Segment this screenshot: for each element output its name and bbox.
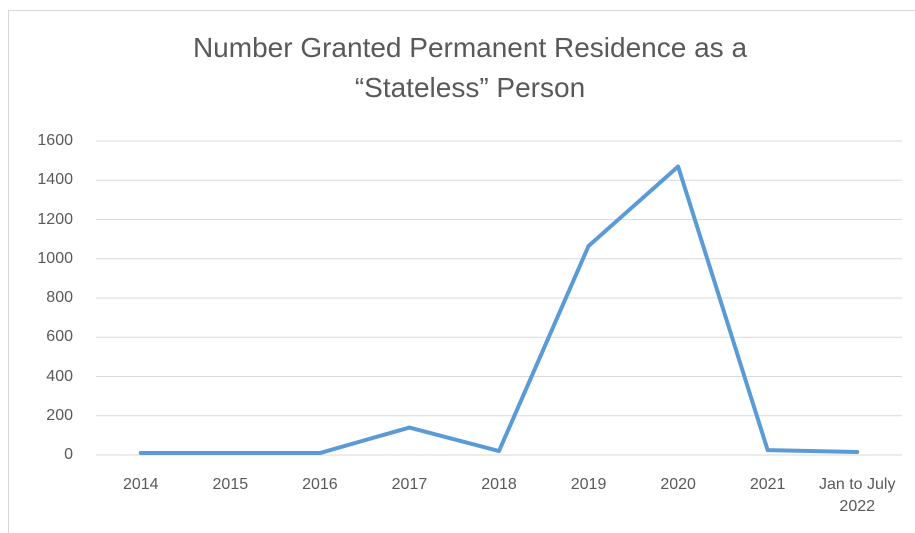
- y-tick-label: 1000: [37, 249, 73, 267]
- y-tick-label: 1400: [37, 171, 73, 189]
- line-series: [138, 164, 860, 456]
- x-tick-label: Jan to July 2022: [818, 476, 896, 515]
- x-tick-label: 2017: [391, 476, 428, 493]
- x-tick-label: 2019: [570, 476, 607, 493]
- y-tick-label: 0: [64, 446, 73, 463]
- y-tick-label: 400: [46, 367, 73, 385]
- y-tick-label: 800: [46, 289, 73, 306]
- chart-border: [8, 10, 915, 533]
- x-tick-label: 2015: [212, 476, 249, 493]
- x-tick-label: 2014: [122, 476, 159, 493]
- x-tick-label: 2020: [660, 476, 696, 493]
- y-tick-label: 1200: [37, 210, 73, 228]
- x-tick-label: 2016: [302, 476, 338, 493]
- y-tick-label: 600: [46, 328, 73, 346]
- chart-title: Number Granted Permanent Residence as a …: [192, 32, 748, 103]
- x-tick-label: 2021: [749, 476, 786, 493]
- y-tick-label: 1600: [37, 132, 73, 149]
- x-tick-label: 2018: [481, 476, 517, 493]
- y-tick-label: 200: [46, 406, 73, 424]
